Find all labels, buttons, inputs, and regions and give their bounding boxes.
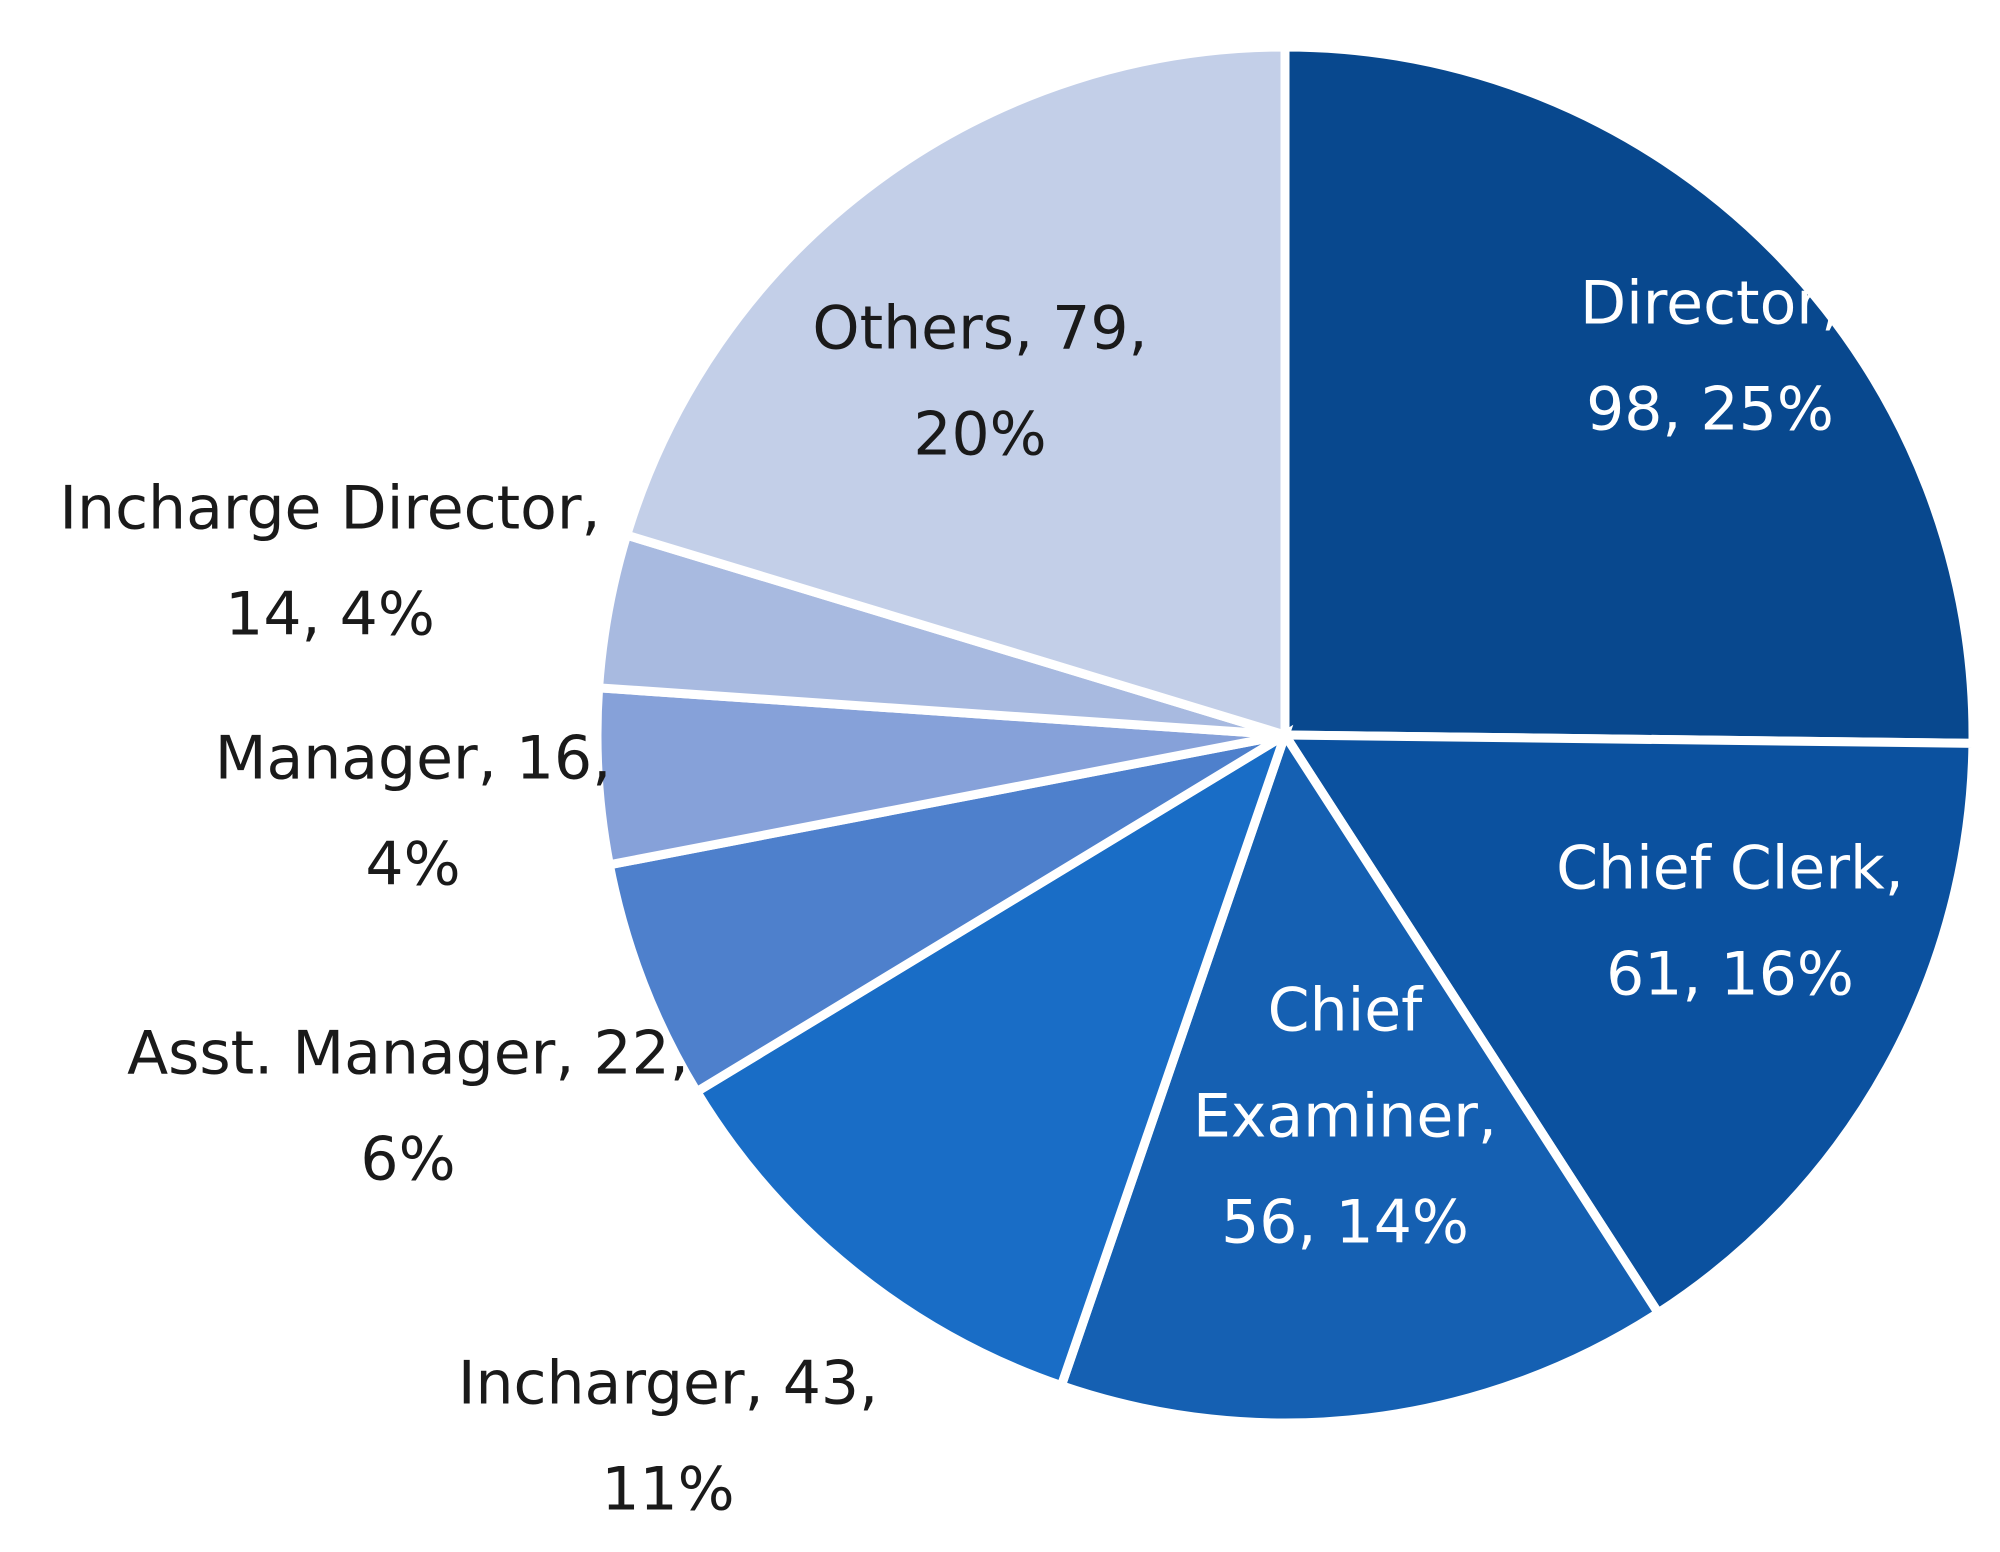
data-label-chief-examiner: Chief Examiner, 56, 14% [1193,976,1497,1258]
data-label-line: Chief [1268,976,1425,1046]
data-label-line: 56, 14% [1221,1188,1469,1258]
data-label-line: 14, 4% [225,580,435,650]
pie-slice-others [621,42,1290,742]
pie-slice-asst-manager [604,730,1288,1098]
data-label-chief-clerk: Chief Clerk, 61, 16% [1556,834,1904,1010]
data-label-line: Others, 79, [812,294,1147,364]
data-label-line: Asst. Manager, 22, [127,1019,689,1089]
data-label-line: 61, 16% [1606,940,1854,1010]
data-label-line: Incharge Director, [59,474,600,544]
data-label-line: 98, 25% [1586,375,1834,445]
data-label-manager: Manager, 16, 4% [215,724,612,900]
pie-slice-chief-examiner [1055,724,1665,1428]
pie-slices [592,42,1978,1428]
data-label-line: 4% [365,830,460,900]
data-label-line: Director, [1580,269,1840,339]
data-label-line: 20% [913,400,1046,470]
pie-labels: Director, 98, 25%Chief Clerk, 61, 16%Chief… [59,269,1903,1525]
data-label-asst-manager: Asst. Manager, 22, 6% [127,1019,689,1195]
data-label-line: 11% [601,1455,734,1525]
data-label-line: 6% [360,1125,455,1195]
data-label-incharge-director: Incharge Director, 14, 4% [59,474,600,650]
pie-slice-incharger [690,724,1294,1392]
data-label-line: Examiner, [1193,1082,1497,1152]
data-label-line: Incharger, 43, [458,1349,878,1419]
data-label-incharger: Incharger, 43, 11% [458,1349,878,1525]
data-label-line: Manager, 16, [215,724,612,794]
data-label-line: Chief Clerk, [1556,834,1904,904]
pie-slice-director [1280,42,1978,748]
data-label-others: Others, 79, 20% [812,294,1147,470]
data-label-director: Director, 98, 25% [1580,269,1840,445]
pie-slice-chief-clerk [1276,730,1978,1320]
